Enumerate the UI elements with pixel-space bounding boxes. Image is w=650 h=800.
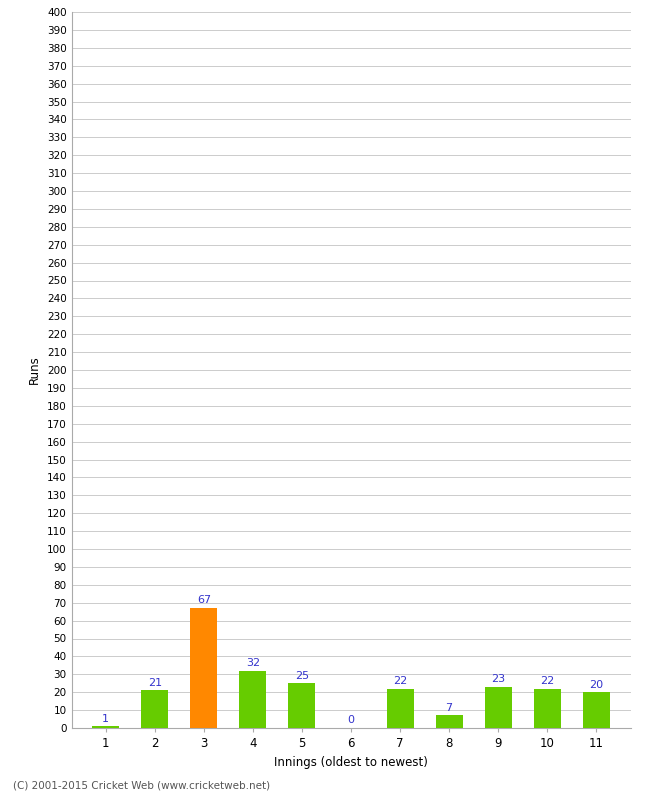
Text: 0: 0 <box>348 715 354 726</box>
X-axis label: Innings (oldest to newest): Innings (oldest to newest) <box>274 755 428 769</box>
Bar <box>387 689 413 728</box>
Bar <box>239 670 266 728</box>
Text: 21: 21 <box>148 678 162 688</box>
Text: 32: 32 <box>246 658 260 668</box>
Bar <box>92 726 120 728</box>
Text: 1: 1 <box>102 714 109 723</box>
Text: 25: 25 <box>295 670 309 681</box>
Text: 22: 22 <box>540 676 554 686</box>
Bar <box>582 692 610 728</box>
Text: 20: 20 <box>589 679 603 690</box>
Text: (C) 2001-2015 Cricket Web (www.cricketweb.net): (C) 2001-2015 Cricket Web (www.cricketwe… <box>13 780 270 790</box>
Bar <box>289 683 315 728</box>
Bar <box>534 689 561 728</box>
Bar <box>142 690 168 728</box>
Text: 7: 7 <box>445 702 452 713</box>
Bar <box>436 715 463 728</box>
Text: 22: 22 <box>393 676 407 686</box>
Bar <box>190 608 217 728</box>
Text: 67: 67 <box>197 595 211 606</box>
Text: 23: 23 <box>491 674 505 684</box>
Bar <box>485 687 512 728</box>
Y-axis label: Runs: Runs <box>29 356 42 384</box>
